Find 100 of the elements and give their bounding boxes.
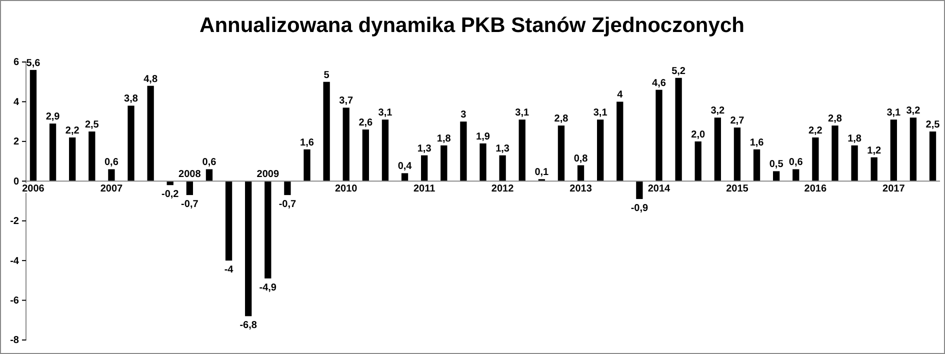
data-label: 5,6 xyxy=(26,58,41,69)
bar xyxy=(206,169,213,182)
data-label: 1,8 xyxy=(436,133,452,144)
data-label: 1,6 xyxy=(750,137,764,148)
bar xyxy=(577,165,584,182)
data-label: 1,9 xyxy=(476,131,490,142)
bar xyxy=(714,118,721,182)
data-label: 2,8 xyxy=(554,114,569,125)
bar xyxy=(851,145,858,182)
bar xyxy=(812,137,819,182)
bar xyxy=(773,171,780,182)
data-label: 0,6 xyxy=(104,157,119,168)
y-tick-label: 6 xyxy=(13,57,20,68)
data-label: 1,2 xyxy=(867,145,882,156)
bar xyxy=(284,181,291,196)
bar xyxy=(245,181,252,316)
bar xyxy=(401,173,408,182)
bar xyxy=(128,106,134,182)
bar xyxy=(792,169,800,182)
data-label: -0,7 xyxy=(181,199,199,210)
data-label: 1,3 xyxy=(417,143,432,154)
data-label: 1,8 xyxy=(848,133,862,144)
data-label: 1,3 xyxy=(496,143,510,154)
data-label: 2,2 xyxy=(808,125,823,136)
data-label: 3,8 xyxy=(124,94,138,105)
bar xyxy=(480,143,486,182)
bar xyxy=(694,141,702,182)
data-label: 5,2 xyxy=(672,66,686,77)
y-tick-label: 2 xyxy=(13,136,20,148)
data-label: -4 xyxy=(224,264,234,276)
bar xyxy=(616,102,624,182)
bar xyxy=(421,155,428,182)
y-tick-label: 4 xyxy=(13,96,20,108)
bar xyxy=(323,82,330,182)
bar xyxy=(30,70,37,182)
data-label: -4,9 xyxy=(259,282,277,294)
data-label: -0,2 xyxy=(162,189,180,200)
bar xyxy=(910,118,917,182)
x-tick-label: 2008 xyxy=(178,169,202,180)
bar xyxy=(382,120,389,182)
bar xyxy=(734,128,741,182)
data-label: 1,6 xyxy=(300,137,314,148)
data-label: 3,1 xyxy=(515,108,530,119)
x-tick-label: 2013 xyxy=(570,184,592,195)
data-label: 2,9 xyxy=(46,112,60,123)
data-label: 3 xyxy=(460,110,467,121)
data-label: 4 xyxy=(617,90,624,101)
data-label: 3,1 xyxy=(886,108,902,119)
bar xyxy=(342,108,350,182)
data-label: 0,6 xyxy=(788,157,804,168)
x-tick-label: 2012 xyxy=(491,184,514,195)
x-tick-label: 2015 xyxy=(726,184,749,195)
bar xyxy=(440,145,448,182)
bar xyxy=(753,149,760,182)
data-label: 4,6 xyxy=(652,78,666,89)
chart-title: Annualizowana dynamika PKB Stanów Zjednoczonych xyxy=(200,14,744,37)
bar xyxy=(49,124,56,182)
x-tick-label: 2017 xyxy=(882,184,906,195)
bar xyxy=(929,132,936,182)
bar xyxy=(69,137,76,182)
bar xyxy=(460,122,467,182)
data-label: 2,6 xyxy=(358,118,374,129)
data-label: 3,1 xyxy=(378,108,393,119)
data-label: 4,8 xyxy=(144,74,158,85)
data-label: -6,8 xyxy=(240,320,258,332)
data-label: 2,5 xyxy=(926,120,940,130)
y-tick-label: -2 xyxy=(10,216,20,228)
data-label: 0,5 xyxy=(769,159,784,170)
x-tick-label: 2007 xyxy=(100,184,124,195)
data-label: 3,2 xyxy=(906,106,921,117)
data-label: 2,5 xyxy=(84,120,100,130)
bar xyxy=(675,78,682,182)
data-label: 3,2 xyxy=(710,106,726,117)
x-tick-label: 2009 xyxy=(256,169,280,180)
data-label: 2,0 xyxy=(691,129,706,140)
data-label: 2,8 xyxy=(828,114,842,125)
y-tick-label: -8 xyxy=(10,335,20,346)
data-label: 2,7 xyxy=(730,116,745,127)
bar xyxy=(225,181,232,261)
bar xyxy=(304,149,310,182)
bar xyxy=(597,120,604,182)
data-label: 3,1 xyxy=(593,108,608,119)
data-label: -0,9 xyxy=(630,203,648,214)
x-tick-label: 2011 xyxy=(413,184,436,195)
y-tick-label: -4 xyxy=(10,256,20,267)
bar xyxy=(636,181,643,200)
data-label: 0,4 xyxy=(398,161,412,172)
bar xyxy=(518,120,526,182)
data-label: 3,7 xyxy=(339,96,354,107)
bar xyxy=(890,120,897,182)
bar xyxy=(656,90,662,182)
bar xyxy=(499,155,506,182)
x-tick-label: 2014 xyxy=(648,184,671,195)
bar xyxy=(88,132,96,182)
bar xyxy=(558,126,565,182)
data-label: 5 xyxy=(324,70,330,81)
bar xyxy=(870,157,878,182)
bar xyxy=(264,181,272,278)
x-tick-label: 2006 xyxy=(22,184,45,195)
bar xyxy=(186,181,193,196)
